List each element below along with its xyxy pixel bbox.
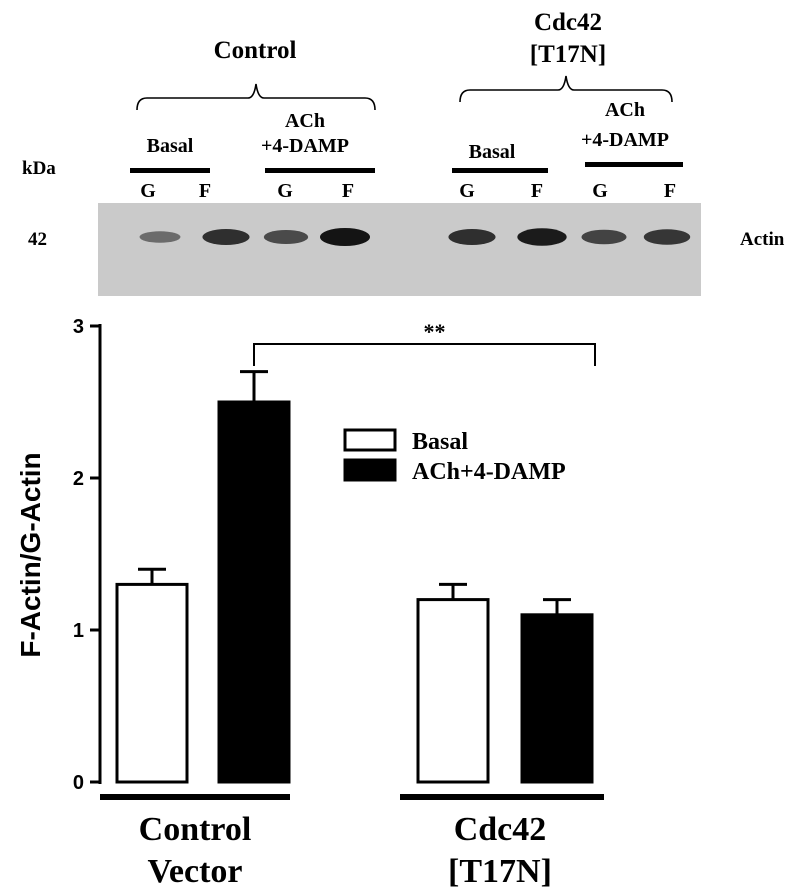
actin-band <box>263 230 309 244</box>
group-brace <box>136 83 376 111</box>
y-tick-label: 2 <box>73 468 84 490</box>
category-underline <box>400 794 604 800</box>
legend-label: Basal <box>412 429 468 455</box>
lane-label: F <box>199 180 211 202</box>
significance-label: ** <box>424 319 446 344</box>
lane-label: G <box>592 180 608 202</box>
bars <box>115 370 594 784</box>
actin-band <box>581 229 627 245</box>
condition-underline <box>130 168 210 173</box>
group-title: Control <box>214 37 297 64</box>
actin-band <box>320 228 370 246</box>
bar <box>115 582 189 784</box>
blot-protein-label: Actin <box>740 229 785 250</box>
condition-underline <box>452 168 548 173</box>
lane-label: F <box>342 180 354 202</box>
condition-underline <box>265 168 375 173</box>
condition-label: Basal <box>147 135 194 157</box>
group-title: [T17N] <box>530 41 606 68</box>
group-title: Cdc42 <box>534 9 602 36</box>
significance-line <box>253 343 596 366</box>
x-category-label: Vector <box>147 853 242 890</box>
y-tick-label: 0 <box>73 772 84 794</box>
y-axis-label: F-Actin/G-Actin <box>15 452 46 657</box>
y-tick-label: 3 <box>73 316 84 338</box>
lane-label: F <box>531 180 543 202</box>
actin-band <box>139 231 181 243</box>
condition-underline <box>585 162 683 167</box>
x-category-label: Control <box>139 811 252 848</box>
blot-marker-42: 42 <box>28 229 47 250</box>
condition-label: +4-DAMP <box>261 135 349 157</box>
y-axis: 0 1 2 3 <box>73 316 102 794</box>
blot-membrane <box>98 203 701 296</box>
legend-swatch <box>343 458 397 482</box>
group-brace <box>459 75 673 103</box>
western-blot-panel: kDa Control Basal G F ACh +4-DAMP G F Cdc42 [T17N… <box>22 9 785 296</box>
legend: Basal ACh+4-DAMP <box>343 428 566 485</box>
x-axis-categories: Control Vector Cdc42 [T17N] <box>100 794 604 890</box>
lane-label: G <box>140 180 156 202</box>
bar <box>217 400 291 784</box>
membrane-shade <box>98 203 701 296</box>
significance-bracket: ** <box>253 319 596 366</box>
condition-label: ACh <box>605 99 645 121</box>
kda-label: kDa <box>22 158 56 179</box>
legend-swatch <box>343 428 397 452</box>
x-category-label: Cdc42 <box>454 811 547 848</box>
condition-label: Basal <box>469 141 516 163</box>
condition-label: ACh <box>285 110 325 132</box>
actin-band <box>517 228 567 246</box>
membrane-background <box>98 203 701 296</box>
category-underline <box>100 794 290 800</box>
lane-label: F <box>664 180 676 202</box>
x-category-label: [T17N] <box>448 853 552 890</box>
actin-band <box>643 229 691 245</box>
bar <box>520 613 594 784</box>
lane-label: G <box>277 180 293 202</box>
y-tick-label: 1 <box>73 620 84 642</box>
actin-band <box>202 229 250 245</box>
actin-band <box>448 229 496 245</box>
bar <box>416 598 490 784</box>
lane-label: G <box>459 180 475 202</box>
blot-header: Control Basal G F ACh +4-DAMP G F Cdc42 [T17N] Bas… <box>130 9 683 202</box>
legend-label: ACh+4-DAMP <box>412 459 566 485</box>
condition-label: +4-DAMP <box>581 129 669 151</box>
